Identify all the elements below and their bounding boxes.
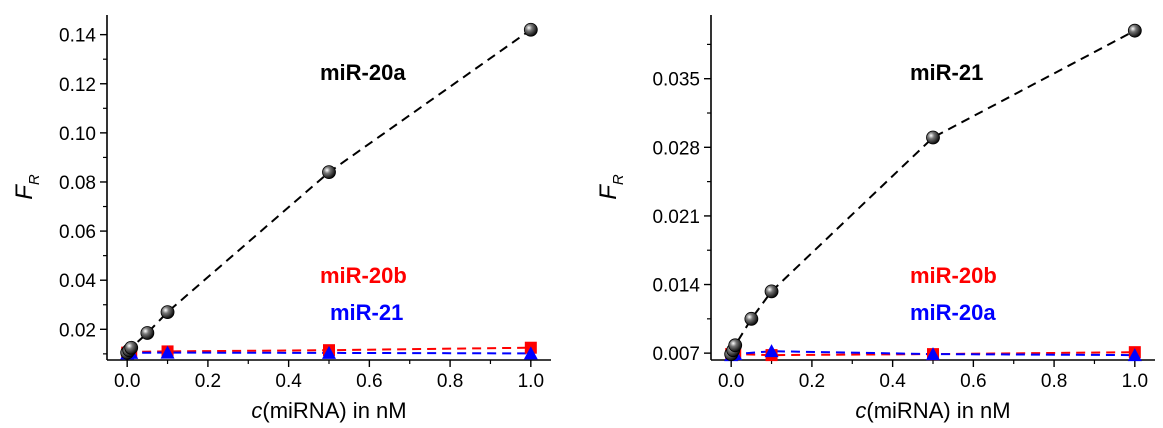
y-axis-label: FR <box>11 174 43 200</box>
y-tick-label: 0.08 <box>59 173 96 194</box>
y-tick-label: 0.021 <box>652 207 700 228</box>
x-tick-label: 0.6 <box>356 371 382 392</box>
data-point <box>926 347 940 361</box>
x-tick-label: 0.8 <box>1041 371 1067 392</box>
data-point <box>124 340 139 355</box>
series-annotation: miR-21 <box>910 60 983 85</box>
y-tick-label: 0.028 <box>652 138 700 159</box>
series-annotation: miR-20b <box>910 263 997 288</box>
data-point <box>1127 348 1142 362</box>
data-point <box>764 344 779 358</box>
y-tick-label: 0.14 <box>59 26 96 47</box>
y-tick-label: 0.007 <box>652 344 700 365</box>
data-point <box>160 345 175 359</box>
x-tick-label: 1.0 <box>1122 371 1148 392</box>
x-tick-label: 0.0 <box>718 371 744 392</box>
x-axis-label: c(miRNA) in nM <box>251 398 406 423</box>
chart-panel-1: 0.0 0.2 0.4 0.6 0.8 1.0 0.02 0.04 0.06 0.08 0.10 0.… <box>11 15 551 423</box>
data-point <box>764 284 779 299</box>
x-tick-label: 0.2 <box>799 371 825 392</box>
y-tick-label: 0.014 <box>652 276 700 297</box>
data-point <box>523 346 538 360</box>
series-annotation: miR-20a <box>320 60 406 85</box>
chart-panel-2: 0.0 0.2 0.4 0.6 0.8 1.0 0.007 0.014 0.021 0.028 0.… <box>595 15 1155 423</box>
data-point <box>744 311 759 326</box>
x-tick-label: 0.6 <box>960 371 986 392</box>
data-point <box>926 130 940 145</box>
x-axis-label: c(miRNA) in nM <box>855 398 1010 423</box>
data-point <box>523 22 538 37</box>
y-axis-label: FR <box>595 174 627 200</box>
series-annotation: miR-20b <box>320 263 407 288</box>
y-tick-label: 0.04 <box>59 271 96 292</box>
data-point <box>728 338 743 353</box>
x-tick-label: 1.0 <box>518 371 544 392</box>
y-tick-label: 0.02 <box>59 320 96 341</box>
series-annotation: miR-21 <box>330 300 403 325</box>
data-point <box>1127 23 1142 38</box>
y-tick-label: 0.035 <box>652 70 700 91</box>
x-tick-label: 0.8 <box>437 371 463 392</box>
data-point <box>140 326 155 340</box>
data-point <box>322 165 336 180</box>
x-tick-label: 0.0 <box>114 371 140 392</box>
y-tick-label: 0.06 <box>59 222 96 243</box>
x-tick-label: 0.4 <box>275 371 302 392</box>
y-tick-label: 0.10 <box>59 124 96 145</box>
y-tick-label: 0.12 <box>59 75 96 96</box>
x-tick-label: 0.2 <box>195 371 221 392</box>
series-annotation: miR-20a <box>910 300 996 325</box>
data-point <box>160 305 175 320</box>
data-point <box>322 345 336 359</box>
x-tick-label: 0.4 <box>879 371 906 392</box>
